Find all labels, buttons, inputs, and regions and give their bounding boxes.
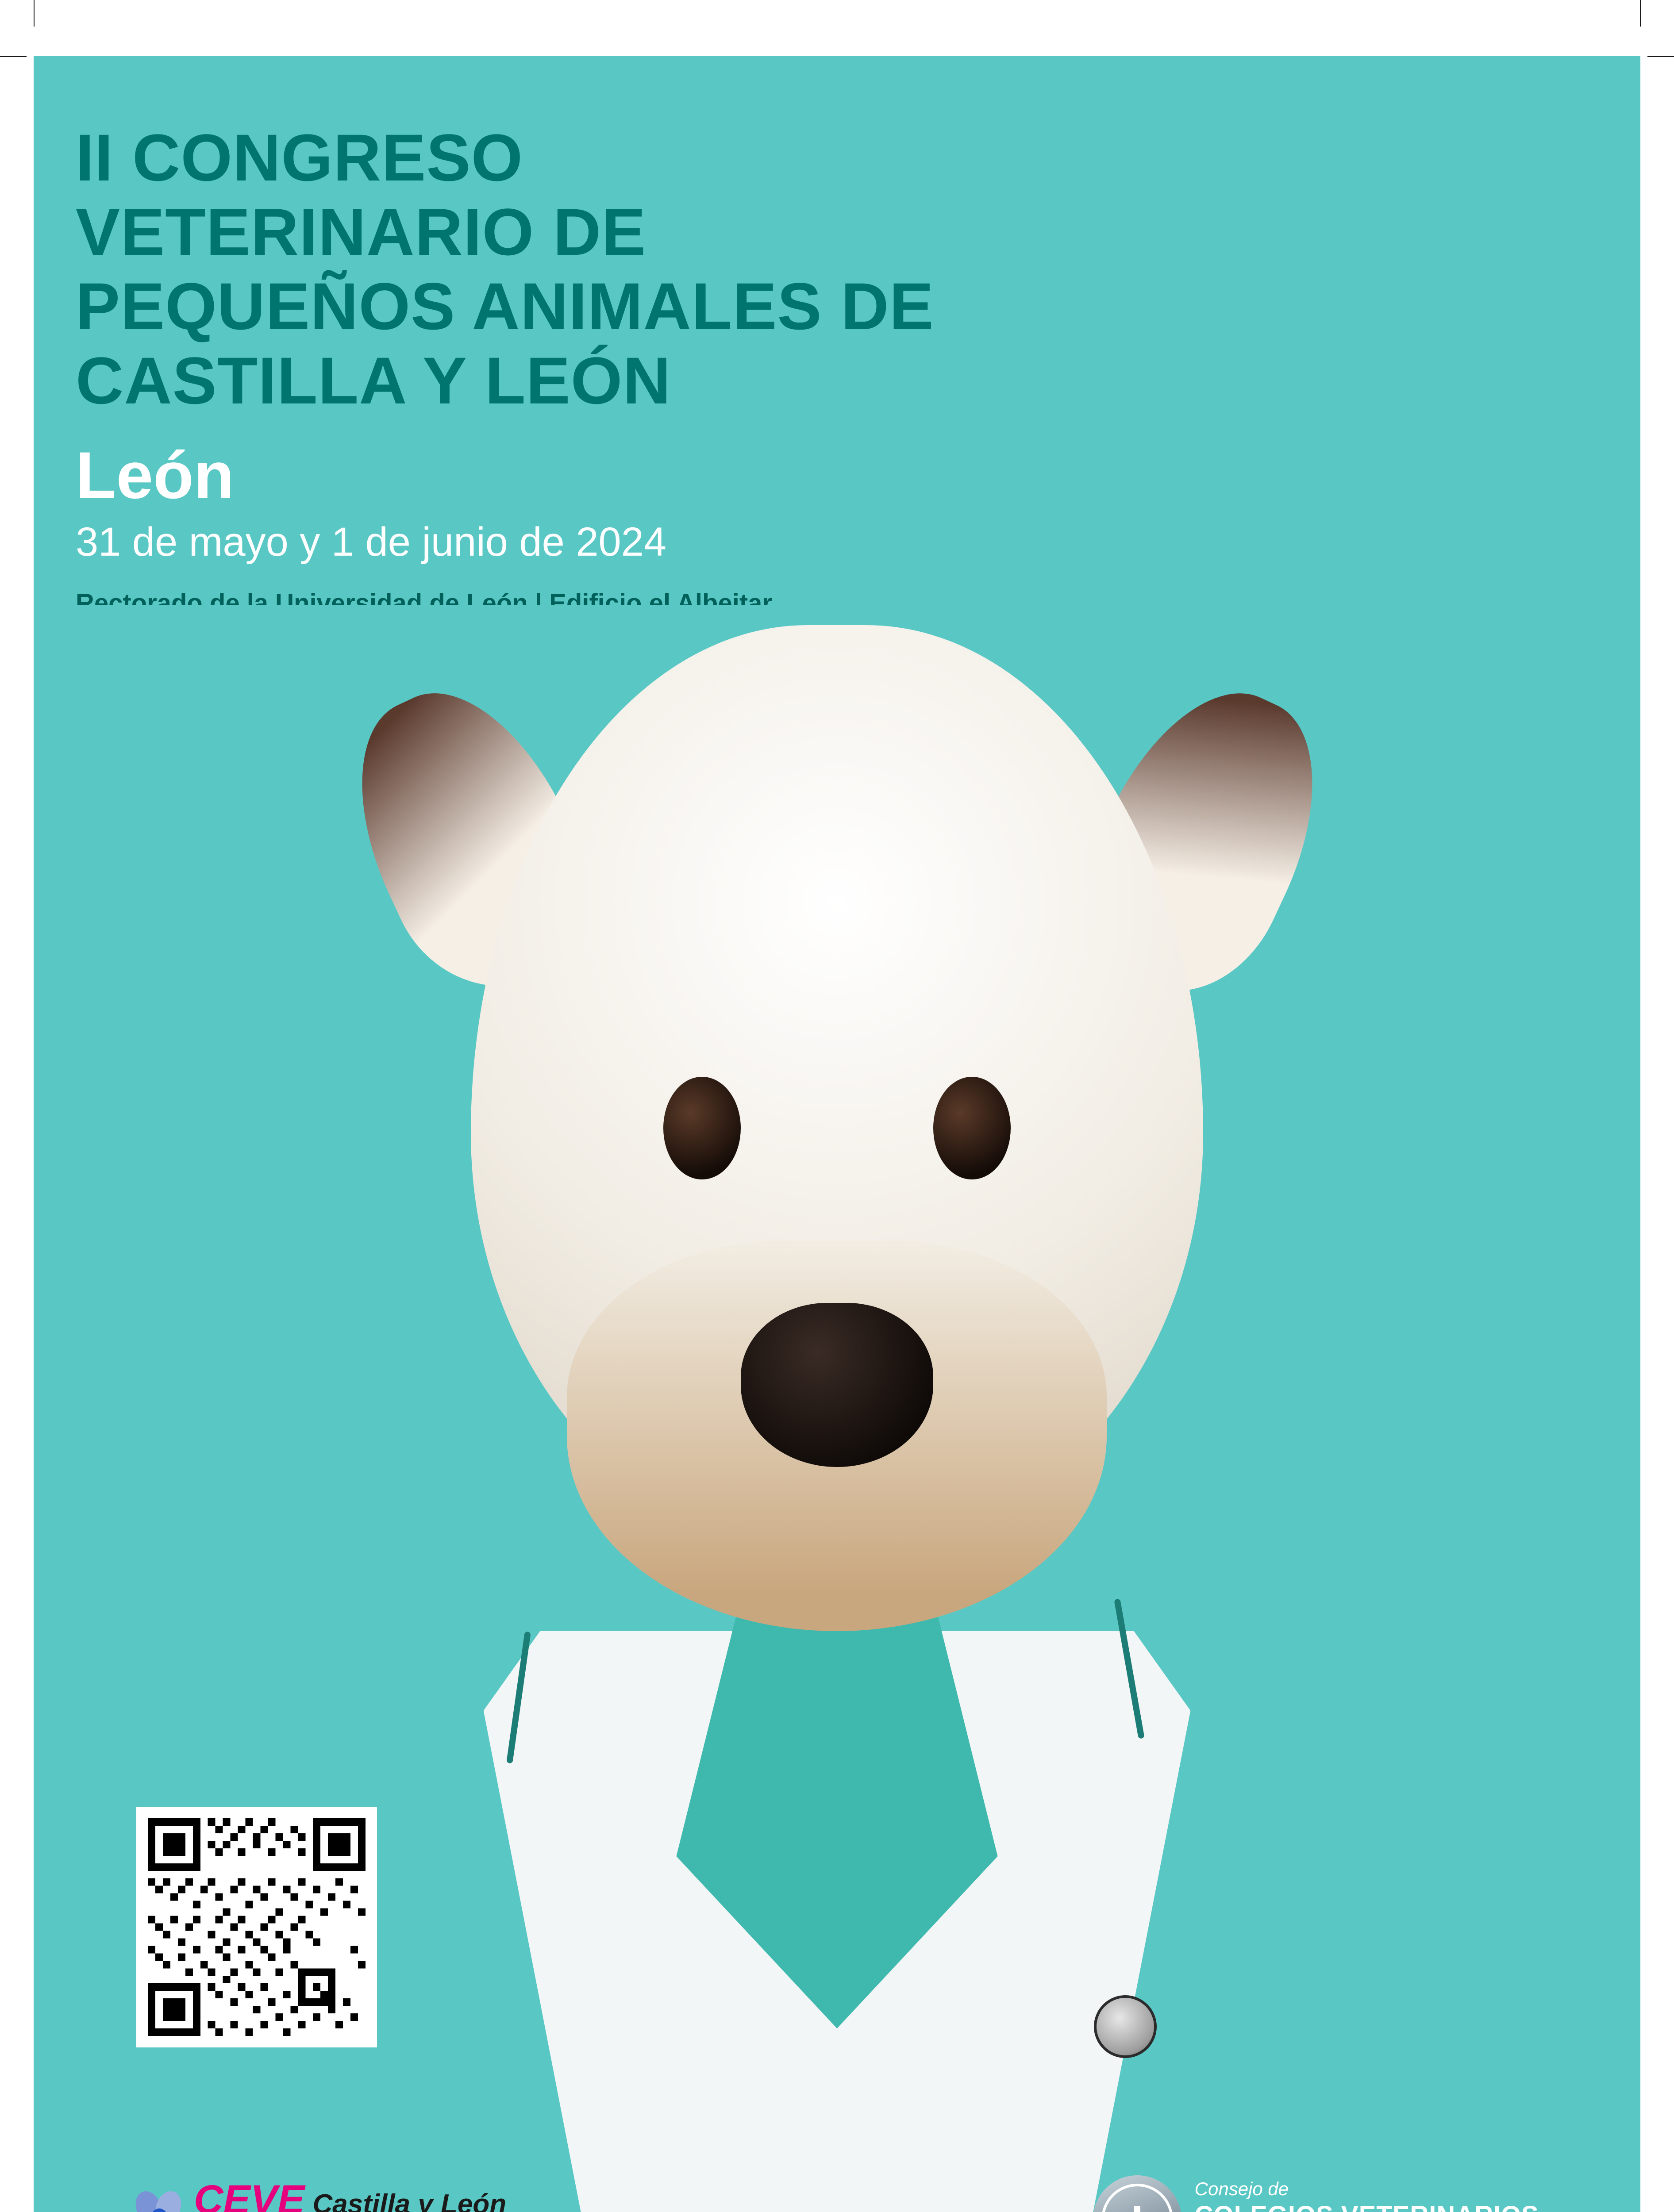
consejo-seal-icon (1093, 2175, 1181, 2212)
consejo-colegios-logo[interactable]: Consejo de COLEGIOS VETERINARIOS de Cast… (1093, 2175, 1539, 2212)
crop-mark-top-right (1640, 0, 1641, 27)
crop-mark-top-left-2 (0, 56, 27, 57)
poster-page: II CONGRESO VETERINARIO DE PEQUEÑOS ANIM… (0, 0, 1674, 2212)
congress-headline: II CONGRESO VETERINARIO DE PEQUEÑOS ANIM… (76, 120, 1536, 418)
qr-code[interactable] (136, 1807, 377, 2047)
dates-label: 31 de mayo y 1 de junio de 2024 (76, 522, 1536, 562)
ceve-logo-icon (136, 2191, 185, 2212)
ceve-logo[interactable]: ceve Castilla y León Confederación Empre… (136, 2177, 506, 2212)
dog-right-eye (933, 1077, 1010, 1179)
ceve-title-line: ceve Castilla y León (194, 2177, 506, 2212)
qr-code-svg (148, 1818, 366, 2036)
stethoscope-head-icon (1094, 1995, 1157, 2058)
crop-mark-top-right-2 (1647, 56, 1674, 57)
dog-face-group (355, 605, 1319, 1631)
dog-nose-shape (741, 1303, 934, 1467)
coleg-text-block: Consejo de COLEGIOS VETERINARIOS de Cast… (1195, 2178, 1539, 2212)
ceve-text-block: ceve Castilla y León Confederación Empre… (194, 2177, 506, 2212)
crop-mark-top-left (34, 0, 35, 27)
header-text-block: II CONGRESO VETERINARIO DE PEQUEÑOS ANIM… (76, 120, 1536, 656)
location-label: León (76, 442, 1536, 508)
dog-left-eye (663, 1077, 740, 1179)
poster-background: II CONGRESO VETERINARIO DE PEQUEÑOS ANIM… (34, 56, 1640, 2212)
sponsor-logos-row: ceve Castilla y León Confederación Empre… (136, 2166, 1539, 2212)
